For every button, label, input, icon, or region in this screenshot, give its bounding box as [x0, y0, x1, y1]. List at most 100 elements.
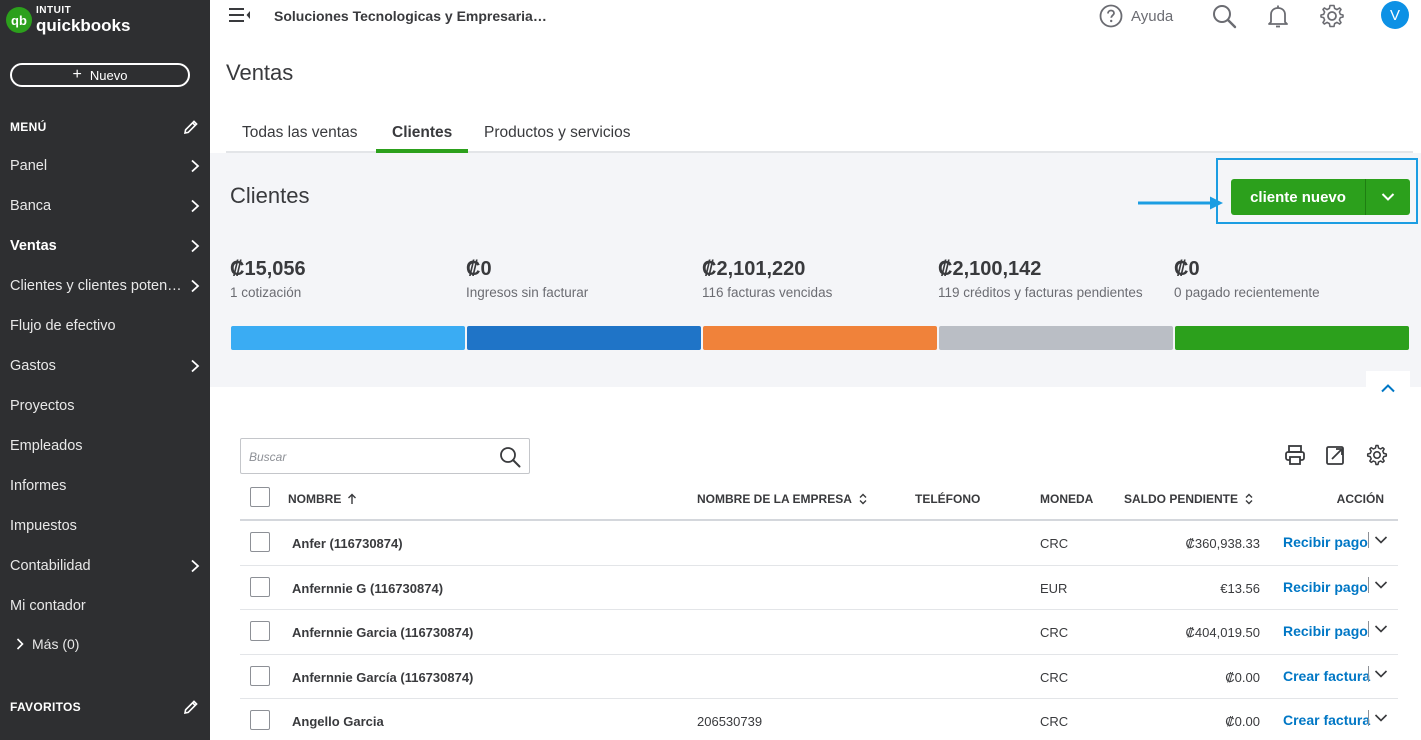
sidebar-item-clientes-y-clientes-poten[interactable]: Clientes y clientes poten…	[0, 266, 210, 306]
chevron-down-icon[interactable]	[1374, 713, 1388, 723]
chevron-down-icon[interactable]	[1374, 669, 1388, 679]
chevron-right-icon	[191, 159, 200, 173]
sidebar-item-banca[interactable]: Banca	[0, 186, 210, 226]
edit-menu-pencil-icon[interactable]	[182, 118, 200, 136]
sidebar-item-mi-contador[interactable]: Mi contador	[0, 586, 210, 626]
customer-search-input[interactable]	[249, 447, 489, 467]
customer-name[interactable]: Anfernnie G (116730874)	[292, 580, 444, 596]
sidebar-item-empleados[interactable]: Empleados	[0, 426, 210, 466]
export-icon[interactable]	[1325, 444, 1347, 466]
more-items[interactable]: Más (0)	[16, 636, 79, 652]
top-bar: Soluciones Tecnologicas y Empresaria… Ay…	[210, 0, 1421, 32]
stat-description: Ingresos sin facturar	[466, 285, 589, 300]
header-currency: MONEDA	[1040, 492, 1093, 506]
sales-tabs: Todas las ventas Clientes Productos y se…	[226, 116, 1413, 153]
stat-color-bar[interactable]	[939, 326, 1173, 350]
row-action-link[interactable]: Recibir pago	[1283, 623, 1368, 639]
chevron-right-icon	[191, 199, 200, 213]
sidebar-item-label: Panel	[10, 158, 48, 174]
collapse-summary-button[interactable]	[1366, 371, 1410, 405]
header-name[interactable]: NOMBRE	[288, 492, 357, 506]
sidebar-item-gastos[interactable]: Gastos	[0, 346, 210, 386]
table-header: NOMBRE NOMBRE DE LA EMPRESA TELÉFONO MON…	[240, 482, 1398, 521]
search-icon[interactable]	[1211, 3, 1237, 29]
summary-stat[interactable]: ₡15,056 1 cotización	[230, 258, 306, 300]
sort-icon	[1245, 493, 1253, 505]
header-currency-label: MONEDA	[1040, 492, 1094, 506]
row-checkbox[interactable]	[250, 576, 270, 597]
table-row[interactable]: Anfernnie G (116730874) EUR €13.56 Recibir …	[240, 566, 1398, 610]
chevron-down-icon[interactable]	[1374, 535, 1388, 545]
quickbooks-logo[interactable]: qb INTUIT quickbooks	[6, 6, 130, 34]
row-checkbox[interactable]	[250, 621, 270, 641]
company-name[interactable]: Soluciones Tecnologicas y Empresaria…	[274, 8, 547, 24]
customer-name[interactable]: Anfernnie García (116730874)	[292, 669, 474, 685]
row-action-link[interactable]: Crear factura	[1283, 712, 1371, 728]
customer-name[interactable]: Anfer (116730874)	[292, 536, 403, 551]
print-icon[interactable]	[1284, 444, 1306, 466]
qb-logo-icon: qb	[6, 7, 32, 33]
table-row[interactable]: Anfernnie García (116730874) CRC ₡0.00 Crea…	[240, 655, 1398, 699]
row-checkbox[interactable]	[250, 710, 270, 730]
tab-customers[interactable]: Clientes	[392, 124, 453, 141]
settings-gear-icon[interactable]	[1319, 3, 1345, 29]
summary-stat[interactable]: ₡2,101,220 116 facturas vencidas	[702, 258, 832, 300]
notifications-bell-icon[interactable]	[1265, 3, 1291, 29]
new-client-button[interactable]: cliente nuevo	[1231, 179, 1366, 215]
action-separator	[1368, 576, 1369, 593]
new-button-label: Nuevo	[89, 67, 128, 83]
sidebar-item-contabilidad[interactable]: Contabilidad	[0, 546, 210, 586]
stat-color-bar[interactable]	[231, 326, 465, 350]
sidebar-item-label: Flujo de efectivo	[10, 318, 116, 334]
row-action-link[interactable]: Recibir pago	[1283, 534, 1368, 550]
row-checkbox[interactable]	[250, 665, 270, 686]
collapse-menu-icon[interactable]	[228, 5, 252, 25]
sidebar-item-informes[interactable]: Informes	[0, 466, 210, 506]
tab-products-services[interactable]: Productos y servicios	[484, 124, 631, 141]
stat-amount: ₡0	[1174, 258, 1200, 280]
open-balance: ₡0.00	[1225, 714, 1260, 729]
chevron-down-icon[interactable]	[1374, 580, 1388, 590]
sidebar-item-label: Ventas	[10, 238, 57, 254]
row-checkbox[interactable]	[250, 532, 270, 552]
edit-favorites-pencil-icon[interactable]	[182, 698, 200, 716]
row-action-link[interactable]: Crear factura	[1283, 667, 1371, 684]
table-row[interactable]: Anfernnie Garcia (116730874) CRC ₡404,019.…	[240, 610, 1398, 655]
stat-color-bar[interactable]	[1175, 326, 1409, 350]
new-button[interactable]: + Nuevo	[10, 63, 190, 87]
sidebar-item-flujo-de-efectivo[interactable]: Flujo de efectivo	[0, 306, 210, 346]
customer-name[interactable]: Anfernnie Garcia (116730874)	[292, 625, 474, 640]
sidebar-item-impuestos[interactable]: Impuestos	[0, 506, 210, 546]
open-balance: ₡360,938.33	[1185, 536, 1260, 551]
new-client-highlight	[1216, 158, 1418, 224]
summary-stat[interactable]: ₡2,100,142 119 créditos y facturas pendie…	[938, 258, 1143, 300]
summary-stat[interactable]: ₡0 0 pagado recientemente	[1174, 258, 1320, 300]
sort-ascending-icon	[348, 493, 357, 504]
summary-stat[interactable]: ₡0 Ingresos sin facturar	[466, 258, 588, 300]
tab-all-sales[interactable]: Todas las ventas	[242, 124, 358, 141]
open-balance: €13.56	[1220, 580, 1260, 596]
currency: CRC	[1040, 536, 1069, 551]
table-settings-gear-icon[interactable]	[1366, 444, 1388, 466]
sidebar-item-ventas[interactable]: Ventas	[0, 226, 210, 266]
customer-name[interactable]: Angello Garcia	[292, 714, 384, 729]
stat-color-bar[interactable]	[703, 326, 937, 350]
table-row[interactable]: Anfer (116730874) CRC ₡360,938.33 Recibir p…	[240, 521, 1398, 566]
select-all-checkbox[interactable]	[250, 487, 270, 507]
row-action-link[interactable]: Recibir pago	[1283, 578, 1368, 595]
search-icon[interactable]	[499, 446, 521, 468]
customers-title: Clientes	[230, 183, 310, 208]
sidebar-item-proyectos[interactable]: Proyectos	[0, 386, 210, 426]
sidebar-item-panel[interactable]: Panel	[0, 146, 210, 186]
help-button[interactable]: Ayuda	[1099, 4, 1173, 28]
header-action: ACCIÓN	[1337, 492, 1384, 506]
new-client-dropdown[interactable]	[1366, 179, 1410, 215]
header-balance[interactable]: SALDO PENDIENTE	[1124, 492, 1254, 506]
chevron-down-icon[interactable]	[1374, 624, 1388, 634]
table-row[interactable]: Angello Garcia 206530739 CRC ₡0.00 Crear fac…	[240, 699, 1398, 740]
user-avatar[interactable]: V	[1381, 1, 1409, 29]
stat-color-bar[interactable]	[467, 326, 701, 350]
header-company[interactable]: NOMBRE DE LA EMPRESA	[697, 492, 868, 506]
stat-amount: ₡2,100,142	[938, 258, 1042, 280]
menu-header: MENÚ	[10, 118, 200, 136]
